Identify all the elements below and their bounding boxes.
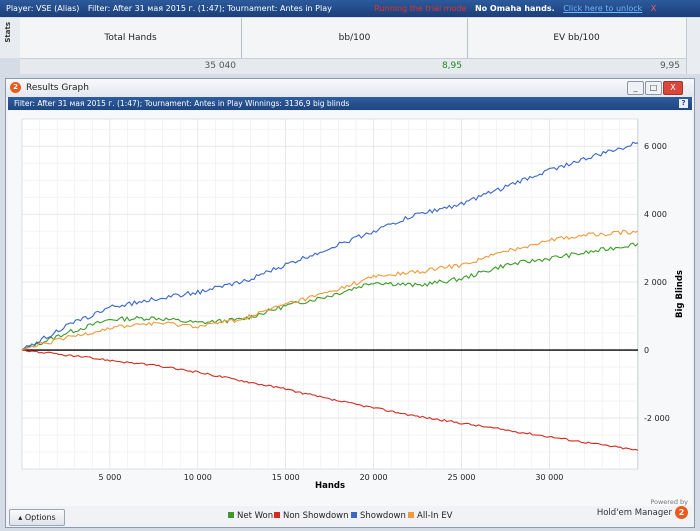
plot-area[interactable]: 5 000 10 000 15 000 20 000 25 000 30 000 -2 0…: [8, 111, 692, 506]
ev-bb100-value: 9,95: [659, 61, 680, 71]
net-won-line: [21, 242, 639, 351]
x-tick-label: 5 000: [98, 473, 121, 482]
y-tick-label: 0: [644, 346, 649, 355]
maximize-button[interactable]: □: [645, 81, 662, 95]
x-tick-label: 20 000: [360, 473, 388, 482]
column-header-total-hands[interactable]: Total Hands: [20, 18, 242, 58]
plot-background: [21, 118, 639, 470]
non-showdown-line: [21, 349, 639, 451]
powered-by-logo: Powered by Hold'em Manager 2: [597, 498, 688, 519]
player-label: Player: VSE (Alias): [6, 4, 80, 13]
y-axis-ticks: -2 000 0 2 000 4 000 6 000: [644, 142, 670, 423]
legend-showdown[interactable]: Showdown: [351, 511, 406, 521]
hm2-logo-icon: 2: [10, 82, 21, 93]
bb100-value: 8,95: [441, 61, 462, 71]
legend-label: Showdown: [360, 511, 406, 521]
trial-warning: Running the trial mode: [374, 4, 467, 13]
x-tick-label: 15 000: [272, 473, 300, 482]
series-lines: [21, 141, 639, 451]
total-hands-value: 35 040: [204, 61, 237, 71]
graph-filter-text: Filter: After 31 мая 2015 г. (1:47); Tou…: [14, 99, 350, 108]
stats-tab-label: Stats: [4, 22, 12, 43]
x-tick-label: 30 000: [535, 473, 563, 482]
legend-label: Non Showdown: [283, 511, 349, 521]
graph-filter-bar: Filter: After 31 мая 2015 г. (1:47); Tou…: [8, 97, 692, 110]
filter-label: Filter: After 31 мая 2015 г. (1:47); Tou…: [87, 4, 332, 13]
column-header-bb100[interactable]: bb/100: [242, 18, 468, 58]
window-titlebar[interactable]: 2 Results Graph _ □ X: [6, 79, 694, 97]
stats-value-row[interactable]: 35 040 8,95 9,95: [20, 58, 686, 74]
close-button[interactable]: X: [663, 81, 683, 95]
results-graph-window: 2 Results Graph _ □ X Filter: After 31 м…: [5, 78, 695, 528]
close-notice-icon[interactable]: X: [650, 4, 657, 13]
y-tick-label: 2 000: [644, 278, 667, 287]
stats-grid: Total Hands bb/100 EV bb/100: [20, 18, 686, 58]
x-tick-label: 10 000: [184, 473, 212, 482]
legend-non-showdown[interactable]: Non Showdown: [274, 511, 349, 521]
column-header-ev-bb100[interactable]: EV bb/100: [553, 33, 600, 43]
grid-lines: [22, 119, 638, 469]
options-label: Options: [24, 513, 56, 522]
help-icon[interactable]: ?: [679, 99, 688, 108]
legend-label: Net Won: [237, 511, 274, 521]
window-title: Results Graph: [26, 83, 89, 93]
legend-allin-ev[interactable]: All-In EV: [408, 511, 452, 521]
results-chart: 5 000 10 000 15 000 20 000 25 000 30 000 -2 0…: [21, 118, 685, 491]
stats-side-tab[interactable]: Stats: [0, 18, 21, 58]
y-tick-label: 6 000: [644, 142, 667, 151]
stats-scrollbar[interactable]: [686, 18, 700, 74]
x-tick-label: 25 000: [447, 473, 475, 482]
powered-by-text: Powered by: [650, 498, 688, 506]
net-won-swatch: [228, 512, 234, 518]
minimize-button[interactable]: _: [627, 81, 644, 95]
x-axis-ticks: 5 000 10 000 15 000 20 000 25 000 30 000: [98, 473, 563, 482]
allin-ev-line: [21, 229, 639, 351]
omaha-notice: No Omaha hands.: [474, 4, 555, 13]
allin-ev-swatch: [408, 512, 414, 518]
showdown-swatch: [351, 512, 357, 518]
showdown-line: [21, 141, 639, 351]
non-showdown-swatch: [274, 512, 280, 518]
y-axis-label: Big Blinds: [675, 270, 685, 318]
holdem-manager-text: Hold'em Manager: [596, 508, 672, 518]
hm2-badge-icon: 2: [675, 506, 688, 519]
options-button[interactable]: ▴ Options: [9, 509, 65, 526]
unlock-link[interactable]: Click here to unlock: [563, 4, 643, 13]
top-status-bar: Player: VSE (Alias) Filter: After 31 мая…: [0, 0, 700, 17]
legend-bar: ▴ Options Net Won Non Showdown Showdown …: [6, 498, 694, 527]
y-tick-label: -2 000: [644, 414, 670, 423]
legend-net-won[interactable]: Net Won: [228, 511, 273, 521]
x-axis-label: Hands: [315, 481, 345, 491]
y-tick-label: 4 000: [644, 210, 667, 219]
legend-label: All-In EV: [417, 511, 453, 521]
